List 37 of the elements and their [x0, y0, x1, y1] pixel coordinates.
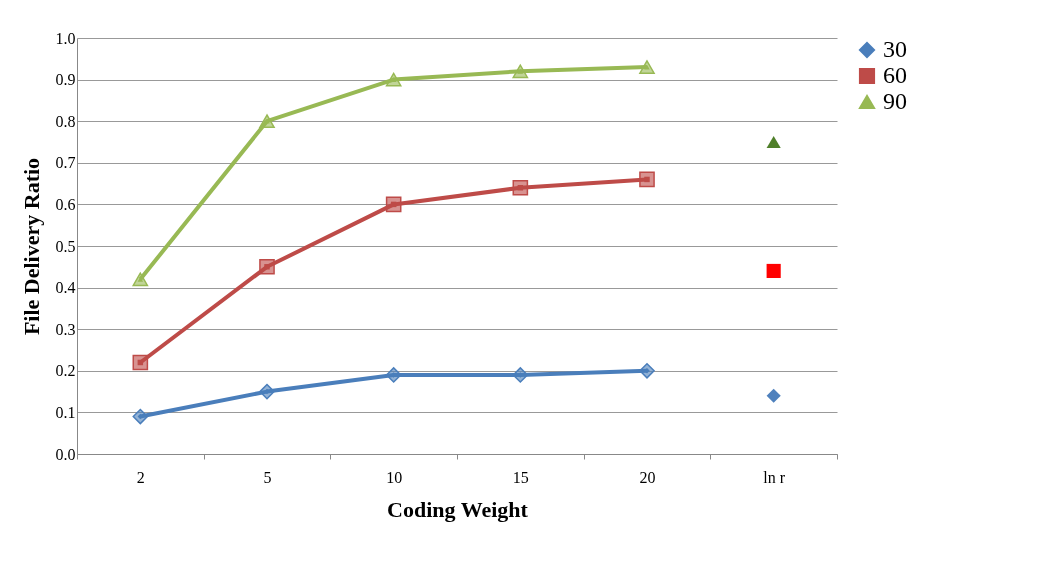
y-tick-label: 1.0 [55, 29, 76, 47]
point [259, 258, 275, 275]
x-tick-label: 5 [263, 468, 272, 486]
legend-label: 60 [883, 62, 907, 88]
y-tick-label: 0.4 [55, 279, 76, 297]
y-tick-label: 0.6 [55, 195, 76, 213]
point [639, 171, 655, 188]
y-tick-label: 0.2 [55, 362, 76, 380]
y-tick-label: 0.9 [55, 71, 76, 89]
point [512, 179, 529, 196]
point [132, 354, 149, 371]
legend-label: 30 [883, 36, 907, 62]
y-tick-label: 0.5 [55, 237, 76, 255]
y-tick-label: 0.8 [55, 112, 76, 130]
x-tick-label: 10 [386, 468, 403, 486]
point [132, 408, 149, 425]
point [132, 272, 149, 287]
y-tick-label: 0.3 [55, 320, 76, 338]
x-tick-label: ln r [763, 468, 786, 486]
point [385, 367, 402, 383]
x-axis-title: Coding Weight [387, 496, 529, 522]
point [512, 64, 529, 79]
x-tick-label: 20 [639, 468, 656, 486]
point [385, 72, 402, 87]
y-tick-label: 0.0 [55, 445, 76, 463]
y-tick-label: 0.1 [55, 403, 76, 421]
x-tick-label: 2 [136, 468, 145, 486]
point [639, 362, 655, 379]
x-tick-label: 15 [512, 468, 529, 486]
point [259, 383, 275, 400]
point [512, 367, 529, 383]
y-axis-title: File Delivery Ratio [18, 157, 44, 336]
legend-label: 90 [883, 88, 907, 114]
point [259, 114, 275, 129]
point [639, 60, 655, 74]
y-tick-label: 0.7 [55, 154, 76, 172]
point [385, 196, 402, 213]
